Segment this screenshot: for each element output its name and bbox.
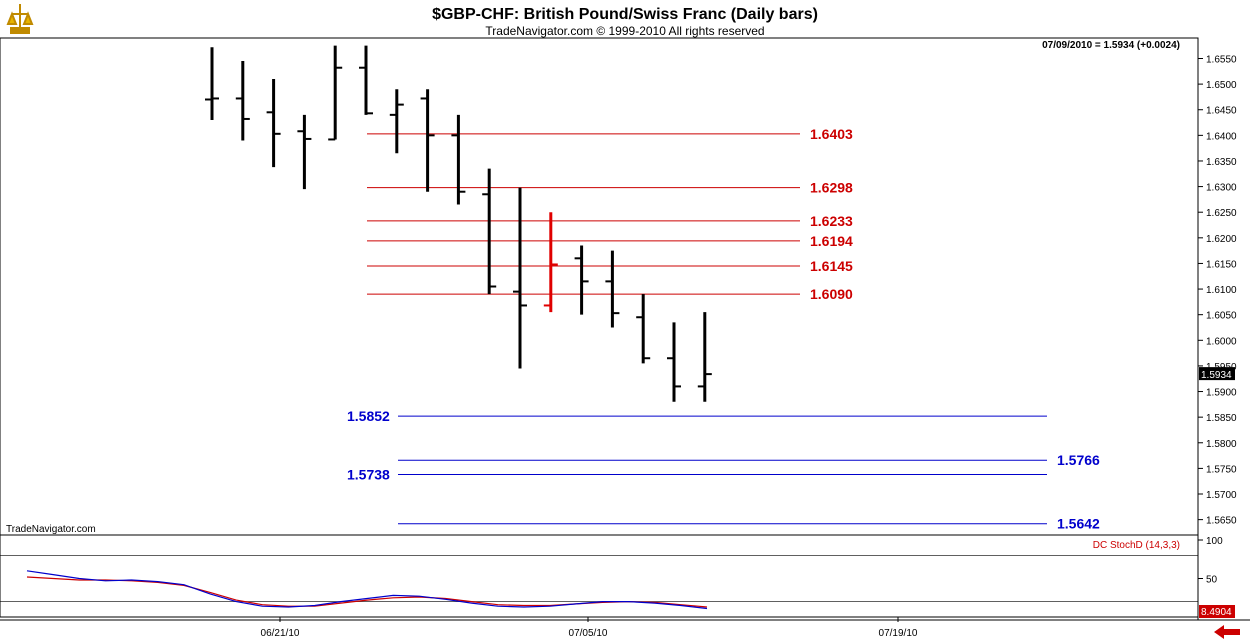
price-tick-label: 1.6450 — [1206, 106, 1237, 117]
price-bar — [697, 312, 712, 402]
stochastic-lines — [26, 570, 708, 610]
current-stochastic-box — [1199, 605, 1235, 618]
price-tick-label: 1.6100 — [1206, 285, 1237, 296]
price-tick-label: 1.6400 — [1206, 131, 1237, 142]
watermark: TradeNavigator.com — [6, 524, 96, 535]
price-bar — [667, 322, 681, 402]
current-price-label: 1.5934 — [1201, 370, 1232, 381]
date-tick-label: 06/21/10 — [261, 628, 300, 639]
stochastic-tick-label: 50 — [1206, 575, 1218, 586]
chart-title: $GBP-CHF: British Pound/Swiss Franc (Dai… — [432, 6, 818, 23]
bars-layer — [205, 45, 712, 402]
support-level-label: 1.5738 — [347, 467, 390, 483]
price-axis-ticks: 1.6550 1.6500 1.6450 1.6400 1.6350 1.6300 1.62… — [1198, 54, 1237, 527]
price-tick-label: 1.6550 — [1206, 54, 1237, 65]
price-tick-label: 1.6050 — [1206, 311, 1237, 322]
price-bar — [205, 47, 219, 120]
price-bar — [266, 78, 281, 168]
app-logo — [6, 2, 34, 36]
stochastic-tick-label: 100 — [1206, 536, 1223, 547]
current-price-box — [1199, 367, 1235, 381]
resistance-level-label: 1.6233 — [810, 213, 853, 229]
price-tick-label: 1.5700 — [1206, 490, 1237, 501]
resistance-level-label: 1.6090 — [810, 286, 853, 302]
support-level-label: 1.5642 — [1057, 516, 1100, 532]
highlighted-price-bar — [543, 212, 558, 313]
price-bar — [297, 114, 312, 190]
price-tick-label: 1.6000 — [1206, 336, 1237, 347]
price-bar — [574, 245, 589, 315]
stochastic-panel — [0, 534, 1199, 618]
resistance-level-label: 1.6298 — [810, 180, 853, 196]
levels-layer: 1.6403 1.6298 1.6233 1.6194 1.6145 1.6090 1.58… — [347, 126, 1100, 532]
stochastic-title: DC StochD (14,3,3) — [1093, 540, 1180, 551]
price-tick-label: 1.6350 — [1206, 157, 1237, 168]
price-bar — [636, 294, 651, 364]
price-tick-label: 1.5750 — [1206, 464, 1237, 475]
price-tick-label: 1.5900 — [1206, 388, 1237, 399]
price-tick-label: 1.6200 — [1206, 234, 1237, 245]
price-tick-label: 1.6150 — [1206, 259, 1237, 270]
stochastic-k-line — [26, 570, 708, 610]
price-bar — [605, 250, 620, 328]
price-bar — [328, 45, 343, 141]
price-tick-label: 1.5800 — [1206, 439, 1237, 450]
price-bar — [389, 89, 404, 154]
price-bar — [513, 187, 527, 369]
price-panel — [0, 37, 1199, 536]
price-bar — [451, 114, 466, 205]
date-axis-ticks: 06/21/10 07/05/10 07/19/10 — [261, 617, 918, 639]
current-stochastic-label: 8.4904 — [1201, 607, 1232, 618]
resistance-level-label: 1.6145 — [810, 258, 853, 274]
price-bar — [359, 45, 373, 115]
scroll-right-arrow-icon[interactable] — [1210, 624, 1246, 640]
support-level-label: 1.5766 — [1057, 452, 1100, 468]
price-bar — [482, 168, 497, 295]
price-bar — [235, 61, 250, 141]
price-tick-label: 1.6250 — [1206, 208, 1237, 219]
resistance-level-label: 1.6194 — [810, 233, 853, 249]
resistance-level-label: 1.6403 — [810, 126, 853, 142]
price-tick-label: 1.6300 — [1206, 183, 1237, 194]
price-tick-label: 1.6500 — [1206, 80, 1237, 91]
support-level-label: 1.5852 — [347, 408, 390, 424]
price-tick-label: 1.5850 — [1206, 413, 1237, 424]
price-tick-label: 1.5650 — [1206, 516, 1237, 527]
date-tick-label: 07/19/10 — [879, 628, 918, 639]
last-quote-readout: 07/09/2010 = 1.5934 (+0.0024) — [1042, 40, 1180, 51]
date-tick-label: 07/05/10 — [569, 628, 608, 639]
price-bar — [420, 89, 435, 192]
chart-subtitle: TradeNavigator.com © 1999-2010 All right… — [485, 24, 764, 38]
